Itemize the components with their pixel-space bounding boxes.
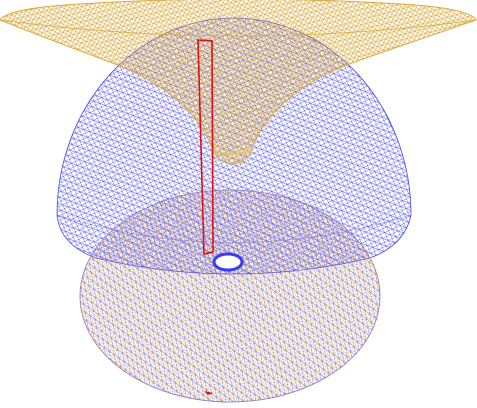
torus-mesh [79, 189, 381, 403]
funnel-throat [211, 149, 253, 155]
torus-hole [212, 252, 244, 272]
funnel-rim [0, 19, 477, 37]
red-box [197, 39, 214, 255]
red-marker [204, 391, 213, 395]
torus-outline [79, 189, 381, 403]
funnel-mesh [0, 0, 477, 165]
